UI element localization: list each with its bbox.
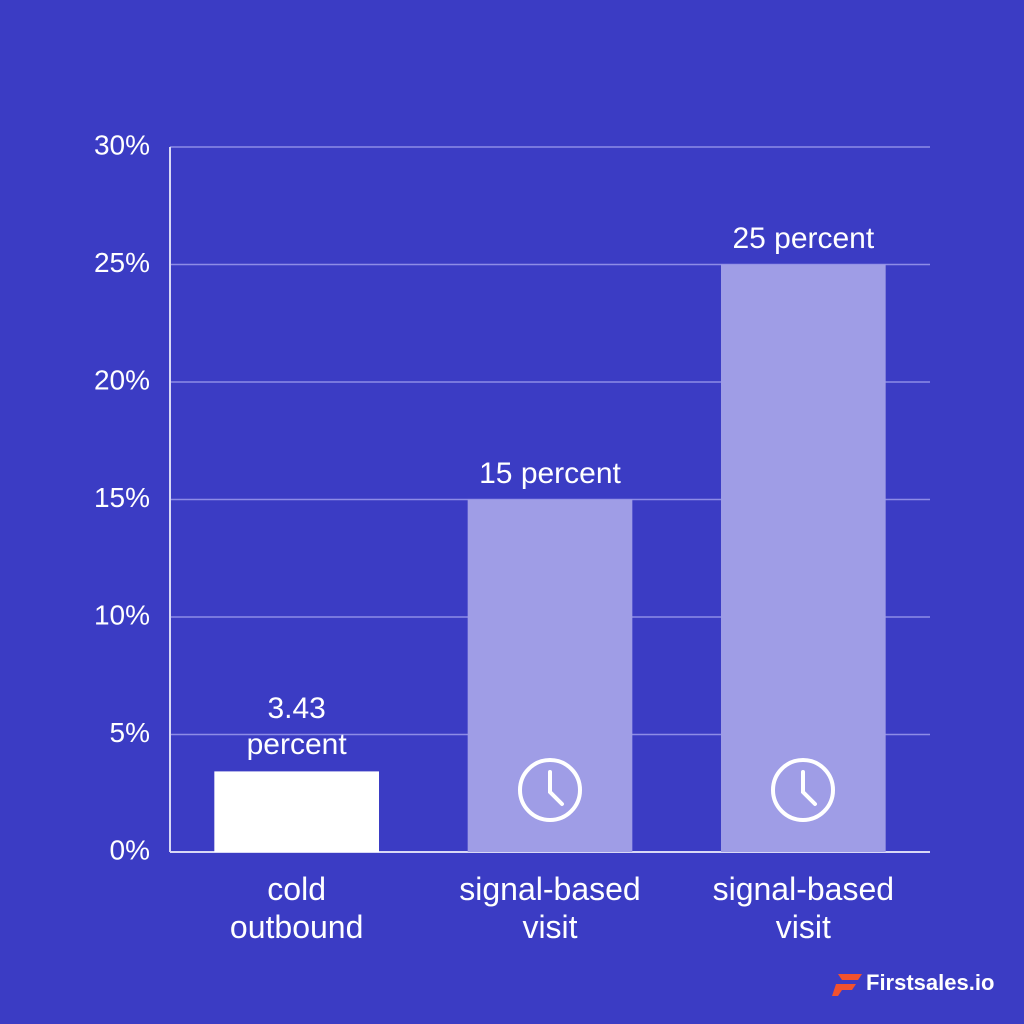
value-label: 25 percent <box>732 221 875 255</box>
brand-logo <box>832 974 862 996</box>
value-label: 3.43 percent <box>246 692 347 762</box>
brand-name: Firstsales.io <box>866 970 995 995</box>
bar <box>721 264 886 852</box>
y-tick-label: 10% <box>94 599 150 630</box>
y-tick-label: 15% <box>94 482 150 513</box>
y-tick-label: 5% <box>110 717 150 748</box>
y-tick-label: 20% <box>94 364 150 395</box>
clock-icon <box>518 758 582 822</box>
y-tick-label: 25% <box>94 247 150 278</box>
x-tick-label: signal-based visit <box>712 871 895 946</box>
clock-hands <box>801 770 817 806</box>
bar <box>214 771 379 852</box>
y-tick-label: 30% <box>94 129 150 160</box>
logo-icon <box>832 974 862 996</box>
value-label: 15 percent <box>479 456 621 490</box>
x-tick-label: signal-based visit <box>459 871 641 946</box>
bar <box>467 499 633 852</box>
clock-hands <box>548 770 564 806</box>
y-tick-label: 0% <box>110 834 150 865</box>
clock-icons <box>518 758 835 822</box>
clock-icon <box>771 758 835 822</box>
x-tick-label: cold outbound <box>229 871 364 946</box>
